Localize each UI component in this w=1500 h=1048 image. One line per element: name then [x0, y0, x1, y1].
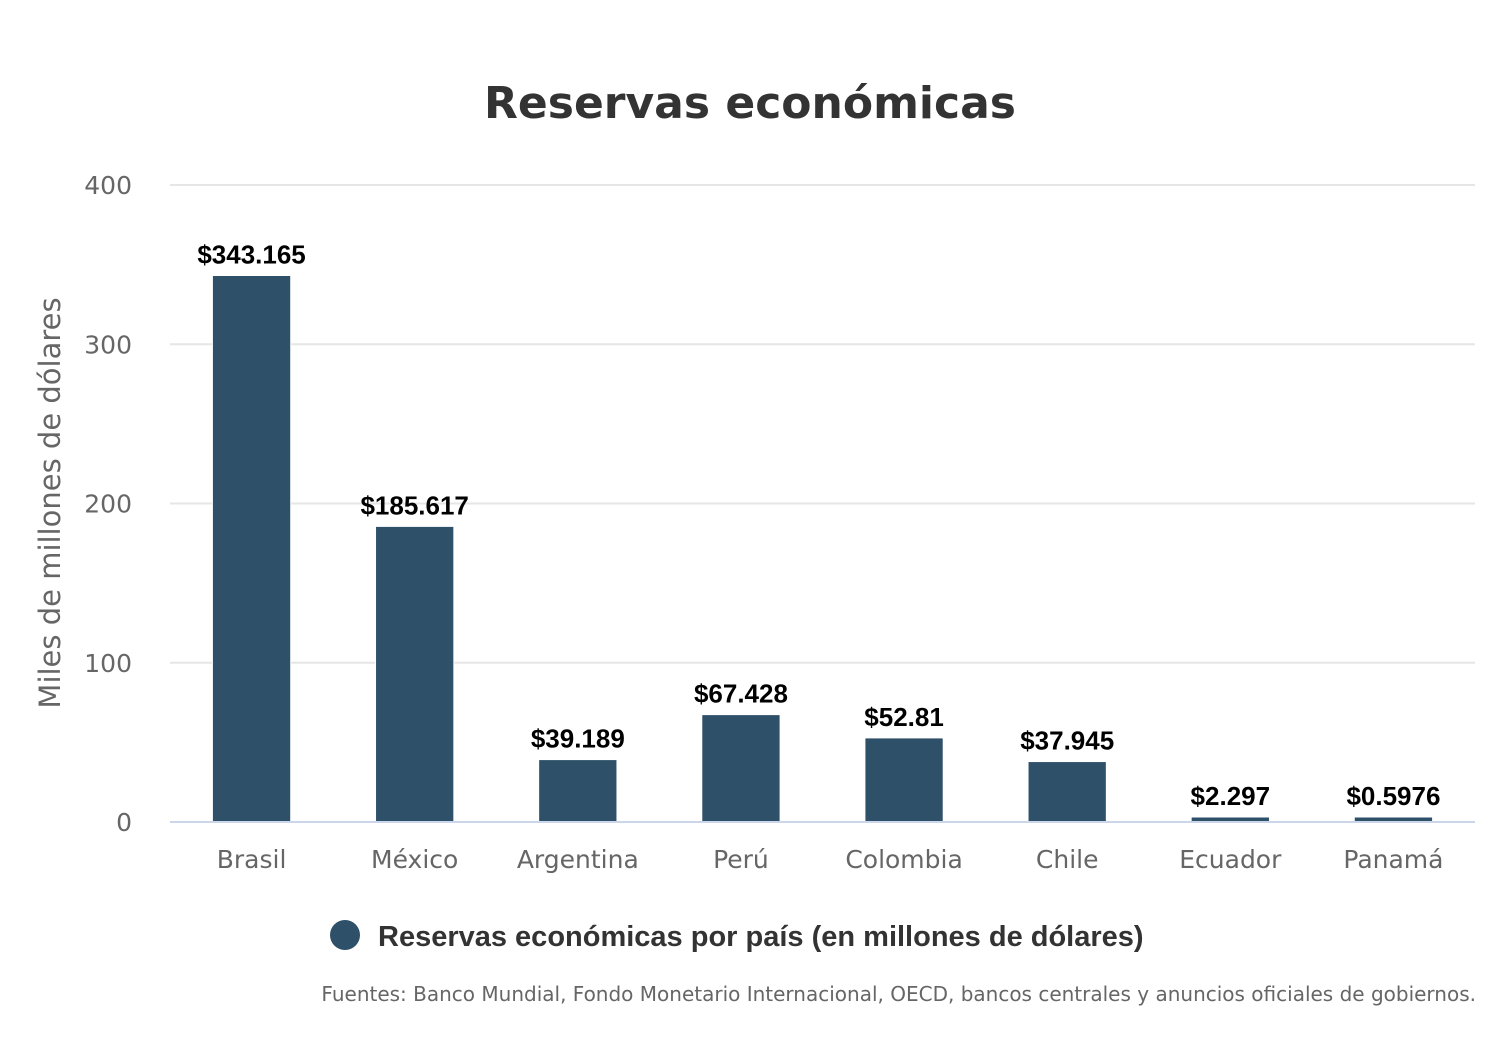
bar-méxico[interactable] [375, 525, 455, 823]
y-tick-label: 200 [84, 490, 132, 519]
data-label: $39.189 [531, 724, 625, 754]
grid-lines [170, 184, 1475, 664]
x-tick-label: México [371, 845, 458, 874]
bar-perú[interactable] [701, 714, 781, 823]
legend-label[interactable]: Reservas económicas por país (en millone… [378, 921, 1144, 953]
data-label: $185.617 [360, 490, 468, 520]
data-label: $343.165 [197, 240, 305, 270]
credits: Fuentes: Banco Mundial, Fondo Monetario … [321, 982, 1476, 1006]
legend-marker [330, 920, 360, 950]
data-label: $67.428 [694, 679, 788, 709]
bar-chile[interactable] [1027, 761, 1107, 823]
x-axis-ticks: Brasil México Argentina Perú Colombia Chile Ec… [217, 845, 1444, 874]
y-axis-ticks: 0 100 200 300 400 [84, 171, 132, 837]
x-tick-label: Brasil [217, 845, 287, 874]
data-label: $52.81 [864, 702, 944, 732]
data-label: $0.5976 [1346, 781, 1440, 811]
legend[interactable]: Reservas económicas por país (en millone… [330, 920, 1144, 953]
x-tick-label: Colombia [845, 845, 962, 874]
x-tick-label: Perú [713, 845, 769, 874]
data-label: $37.945 [1020, 726, 1114, 756]
bars [211, 275, 1434, 823]
x-tick-label: Chile [1036, 845, 1099, 874]
bar-argentina[interactable] [538, 759, 618, 823]
y-tick-label: 100 [84, 649, 132, 678]
x-tick-label: Panamá [1343, 845, 1443, 874]
x-tick-label: Argentina [517, 845, 639, 874]
y-axis-title: Miles de millones de dólares [33, 297, 67, 708]
chart-title: Reservas económicas [484, 78, 1016, 129]
data-labels: $343.165 $185.617 $39.189 $67.428 $52.81 $37.… [197, 240, 1440, 811]
bar-colombia[interactable] [864, 737, 944, 823]
y-tick-label: 400 [84, 171, 132, 200]
y-tick-label: 0 [116, 808, 132, 837]
y-tick-label: 300 [84, 330, 132, 359]
bar-brasil[interactable] [211, 275, 292, 823]
x-tick-label: Ecuador [1179, 845, 1282, 874]
data-label: $2.297 [1191, 781, 1271, 811]
